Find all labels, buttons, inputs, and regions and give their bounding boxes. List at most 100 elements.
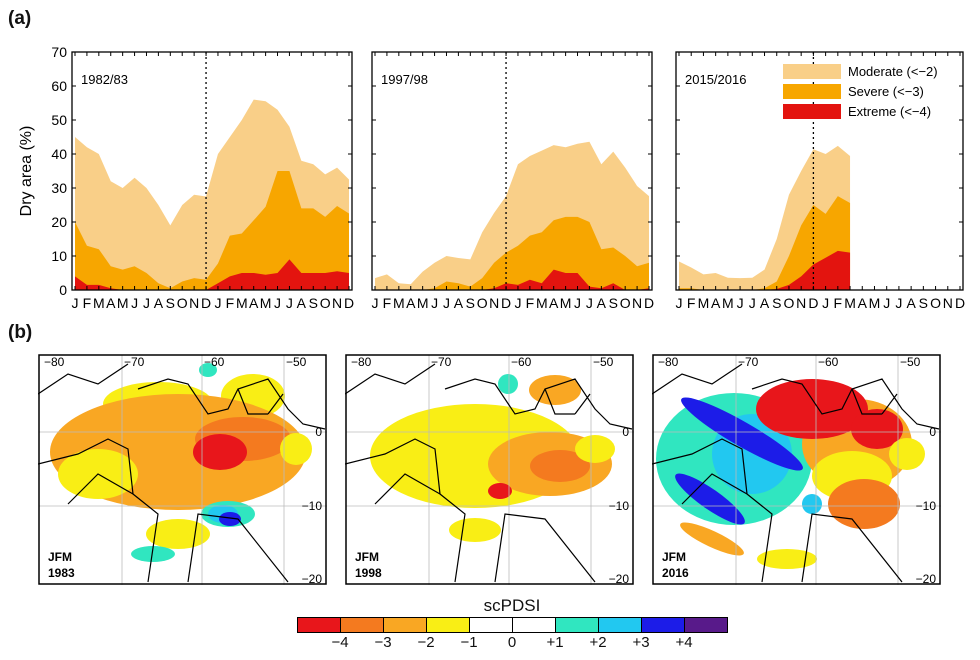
x-tick-label: M: [722, 295, 734, 311]
longitude-label: −80: [658, 355, 679, 369]
longitude-label: −50: [286, 355, 307, 369]
map-season-label: JFM: [662, 550, 686, 564]
panel-year-label: 2015/2016: [685, 72, 746, 87]
x-tick-label: D: [501, 295, 511, 311]
x-tick-label: M: [698, 295, 710, 311]
x-tick-label: M: [260, 295, 272, 311]
x-tick-label: J: [883, 295, 890, 311]
scpdsi-region: [280, 433, 312, 465]
country-borders: [38, 363, 326, 583]
scpdsi-region: [530, 450, 590, 482]
x-tick-label: F: [687, 295, 696, 311]
longitude-label: −70: [738, 355, 759, 369]
y-tick-label: 70: [51, 44, 67, 60]
x-tick-label: S: [309, 295, 318, 311]
colorbar-swatch: [641, 617, 685, 633]
x-tick-label: N: [943, 295, 953, 311]
x-tick-label: O: [320, 295, 331, 311]
scpdsi-region: [219, 512, 241, 526]
y-axis-label: Dry area (%): [18, 126, 35, 217]
map-frame: [38, 354, 327, 585]
x-tick-label: J: [574, 295, 581, 311]
map-1983: −80 −70 −60 −50 0 −10 −20 JFM 1983: [38, 354, 327, 586]
panel-year-label: 1982/83: [81, 72, 128, 87]
map-year-label: 1998: [355, 566, 382, 580]
x-tick-label: M: [236, 295, 248, 311]
x-tick-label: M: [560, 295, 572, 311]
x-tick-label: M: [117, 295, 129, 311]
y-tick-label: 50: [51, 112, 67, 128]
x-tick-label: O: [930, 295, 941, 311]
x-tick-label: O: [620, 295, 631, 311]
country-borders: [652, 363, 940, 583]
y-tick-label: 10: [51, 248, 67, 264]
map-year-label: 1983: [48, 566, 75, 580]
scpdsi-region: [681, 397, 803, 471]
colorbar-swatch: [555, 617, 599, 633]
x-tick-label: N: [489, 295, 499, 311]
longitude-label: −50: [900, 355, 921, 369]
colorbar-tick-label: +4: [675, 634, 693, 651]
colorbar-tick-label: 0: [507, 634, 517, 651]
latitude-label: −10: [916, 499, 937, 513]
y-tick-label: 30: [51, 180, 67, 196]
plot-frame: [71, 51, 353, 291]
latitude-label: −20: [916, 572, 937, 586]
chart-panel-1: J F M A M J J A S O N D J F M A M J J A S O N D0102030405060701…: [18, 44, 354, 311]
colorbar-swatch: [297, 617, 341, 633]
scpdsi-region: [675, 473, 745, 525]
longitude-label: −50: [593, 355, 614, 369]
x-tick-label: F: [383, 295, 392, 311]
x-tick-label: J: [214, 295, 221, 311]
x-tick-label: N: [632, 295, 642, 311]
x-tick-label: A: [106, 295, 116, 311]
map-2016: −80 −70 −60 −50 0 −10 −20 JFM 2016: [652, 354, 941, 586]
x-tick-label: O: [177, 295, 188, 311]
x-tick-label: O: [784, 295, 795, 311]
colorbar-swatch: [684, 617, 728, 633]
scpdsi-region: [193, 434, 247, 470]
x-tick-label: J: [586, 295, 593, 311]
x-tick-label: D: [808, 295, 818, 311]
scpdsi-region: [449, 518, 501, 542]
x-tick-label: A: [549, 295, 559, 311]
x-tick-label: F: [526, 295, 535, 311]
y-tick-label: 20: [51, 214, 67, 230]
panel-year-label: 1997/98: [381, 72, 428, 87]
latitude-label: −10: [609, 499, 630, 513]
x-tick-label: M: [536, 295, 548, 311]
colorbar-swatch: [426, 617, 470, 633]
colorbar-tick-label: −3: [374, 634, 392, 651]
panel-a-label: (a): [8, 8, 32, 29]
x-tick-label: J: [895, 295, 902, 311]
latitude-label: −10: [302, 499, 323, 513]
x-tick-label: J: [72, 295, 79, 311]
x-tick-label: J: [286, 295, 293, 311]
scpdsi-region: [680, 522, 744, 556]
latitude-label: 0: [622, 425, 629, 439]
colorbar-tick-label: −1: [460, 634, 478, 651]
map-frame: [345, 354, 634, 585]
scpdsi-region: [498, 374, 518, 394]
longitude-label: −60: [511, 355, 532, 369]
x-tick-label: S: [466, 295, 475, 311]
x-tick-label: S: [772, 295, 781, 311]
scpdsi-region: [757, 549, 817, 569]
area-extreme: [75, 259, 349, 290]
area-severe: [679, 196, 851, 290]
map-frame: [652, 354, 941, 585]
area-extreme: [375, 269, 649, 290]
plot-frame: [675, 51, 964, 291]
legend-swatch: [783, 84, 841, 99]
scpdsi-region: [529, 375, 581, 405]
scpdsi-region: [802, 494, 822, 514]
colorbar-swatch: [598, 617, 642, 633]
scpdsi-region: [828, 479, 900, 529]
x-tick-label: J: [749, 295, 756, 311]
legend-label: Extreme (<−4): [848, 104, 931, 119]
x-tick-label: J: [737, 295, 744, 311]
x-tick-label: M: [844, 295, 856, 311]
x-tick-label: J: [372, 295, 379, 311]
drought-field: [370, 374, 615, 542]
